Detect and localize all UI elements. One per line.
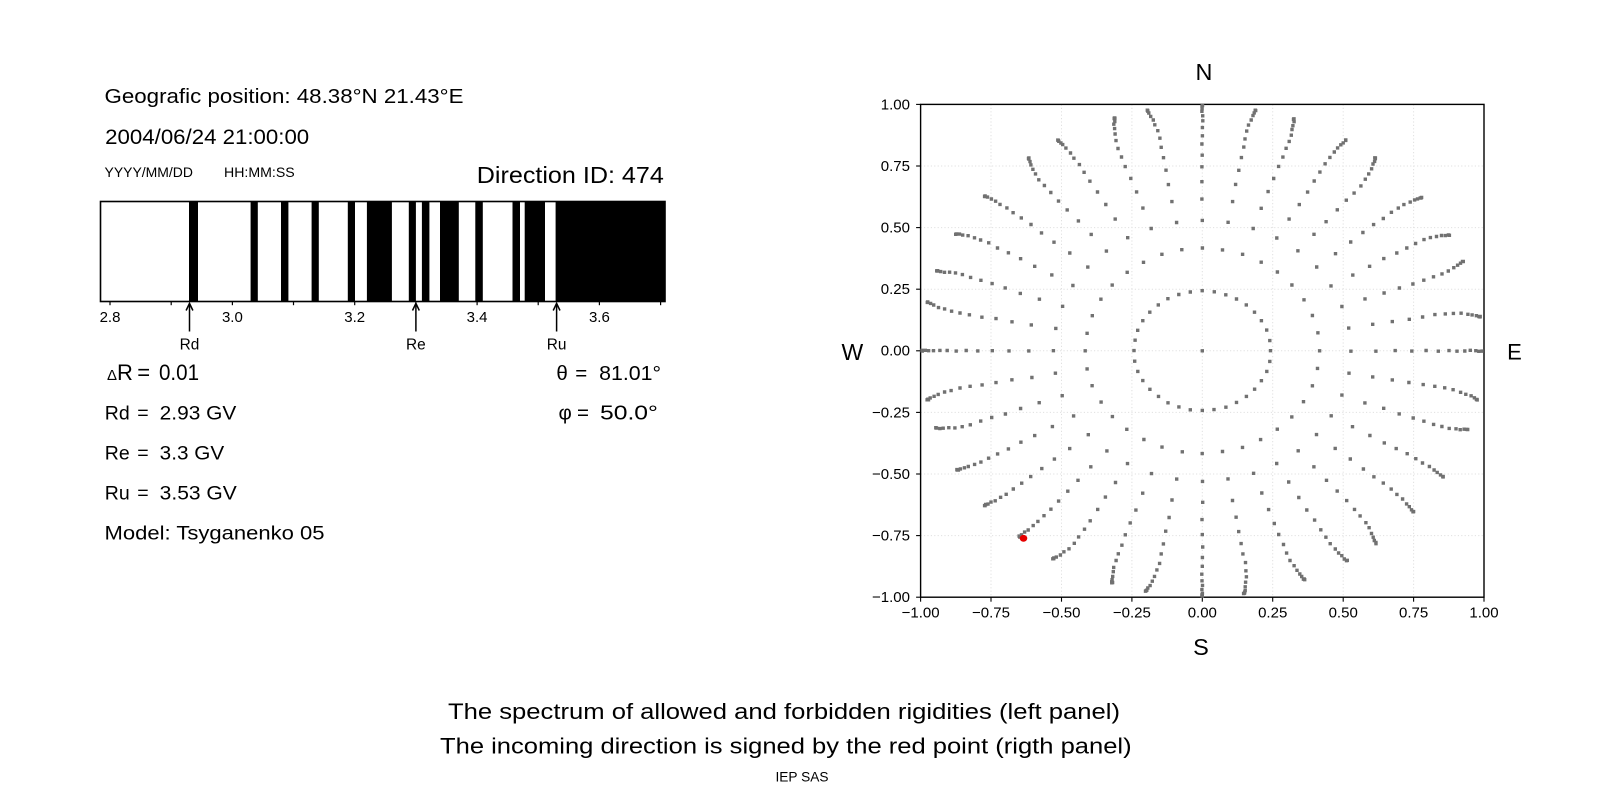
svg-text:0.75: 0.75 xyxy=(881,158,910,175)
svg-text:3.2: 3.2 xyxy=(344,309,365,326)
svg-text:−0.75: −0.75 xyxy=(972,604,1010,621)
svg-text:=: = xyxy=(137,403,148,425)
svg-text:=: = xyxy=(577,402,589,425)
svg-text:−0.25: −0.25 xyxy=(872,404,910,421)
svg-text:The incoming direction is sign: The incoming direction is signed by the … xyxy=(440,734,1132,759)
svg-text:−0.50: −0.50 xyxy=(1043,604,1081,621)
svg-text:−1.00: −1.00 xyxy=(872,589,910,606)
svg-text:Re: Re xyxy=(406,337,426,354)
svg-text:0.00: 0.00 xyxy=(881,343,910,360)
svg-text:S: S xyxy=(1193,634,1209,660)
svg-text:3.6: 3.6 xyxy=(589,309,610,326)
svg-text:2004/06/24 21:00:00: 2004/06/24 21:00:00 xyxy=(105,125,309,149)
svg-text:Model: Tsyganenko 05: Model: Tsyganenko 05 xyxy=(105,523,325,545)
svg-text:1.00: 1.00 xyxy=(881,96,910,113)
svg-text:Rd: Rd xyxy=(105,403,130,425)
svg-text:2.93 GV: 2.93 GV xyxy=(160,403,237,425)
svg-text:R: R xyxy=(117,360,133,385)
svg-text:0.25: 0.25 xyxy=(1258,604,1287,621)
svg-text:0.00: 0.00 xyxy=(1188,604,1217,621)
svg-text:3.53 GV: 3.53 GV xyxy=(160,483,237,505)
svg-text:W: W xyxy=(842,339,864,365)
svg-text:Rd: Rd xyxy=(180,337,200,354)
svg-text:−0.50: −0.50 xyxy=(872,466,910,483)
svg-text:HH:MM:SS: HH:MM:SS xyxy=(224,164,295,180)
svg-text:3.4: 3.4 xyxy=(467,309,488,326)
svg-text:=: = xyxy=(137,443,148,465)
svg-text:IEP SAS: IEP SAS xyxy=(776,769,829,784)
svg-text:1.00: 1.00 xyxy=(1469,604,1498,621)
svg-text:0.75: 0.75 xyxy=(1399,604,1428,621)
svg-text:0.01: 0.01 xyxy=(159,360,199,385)
svg-text:Δ: Δ xyxy=(107,367,117,384)
svg-text:2.8: 2.8 xyxy=(100,309,121,326)
svg-text:Re: Re xyxy=(105,443,130,465)
svg-text:−0.25: −0.25 xyxy=(1113,604,1151,621)
svg-text:=: = xyxy=(137,483,148,505)
svg-text:Ru: Ru xyxy=(105,483,130,505)
svg-text:0.50: 0.50 xyxy=(881,220,910,237)
svg-text:YYYY/MM/DD: YYYY/MM/DD xyxy=(105,164,194,180)
svg-text:Direction ID: 474: Direction ID: 474 xyxy=(477,162,664,188)
svg-text:50.0°: 50.0° xyxy=(600,402,658,425)
svg-text:−1.00: −1.00 xyxy=(902,604,940,621)
svg-text:θ: θ xyxy=(556,362,567,385)
svg-text:φ: φ xyxy=(559,402,572,425)
svg-text:3.0: 3.0 xyxy=(222,309,243,326)
svg-text:The spectrum of allowed and fo: The spectrum of allowed and forbidden ri… xyxy=(448,699,1120,724)
svg-text:0.25: 0.25 xyxy=(881,281,910,298)
svg-text:N: N xyxy=(1196,59,1213,85)
svg-text:0.50: 0.50 xyxy=(1329,604,1358,621)
svg-text:E: E xyxy=(1507,340,1522,365)
svg-text:−0.75: −0.75 xyxy=(872,528,910,545)
svg-text:Geografic position: 48.38°N 21: Geografic position: 48.38°N 21.43°E xyxy=(105,85,464,108)
svg-text:3.3 GV: 3.3 GV xyxy=(160,443,225,465)
svg-text:Ru: Ru xyxy=(547,337,567,354)
svg-text:=: = xyxy=(137,360,150,385)
svg-text:81.01°: 81.01° xyxy=(599,362,661,385)
svg-text:=: = xyxy=(575,362,587,385)
